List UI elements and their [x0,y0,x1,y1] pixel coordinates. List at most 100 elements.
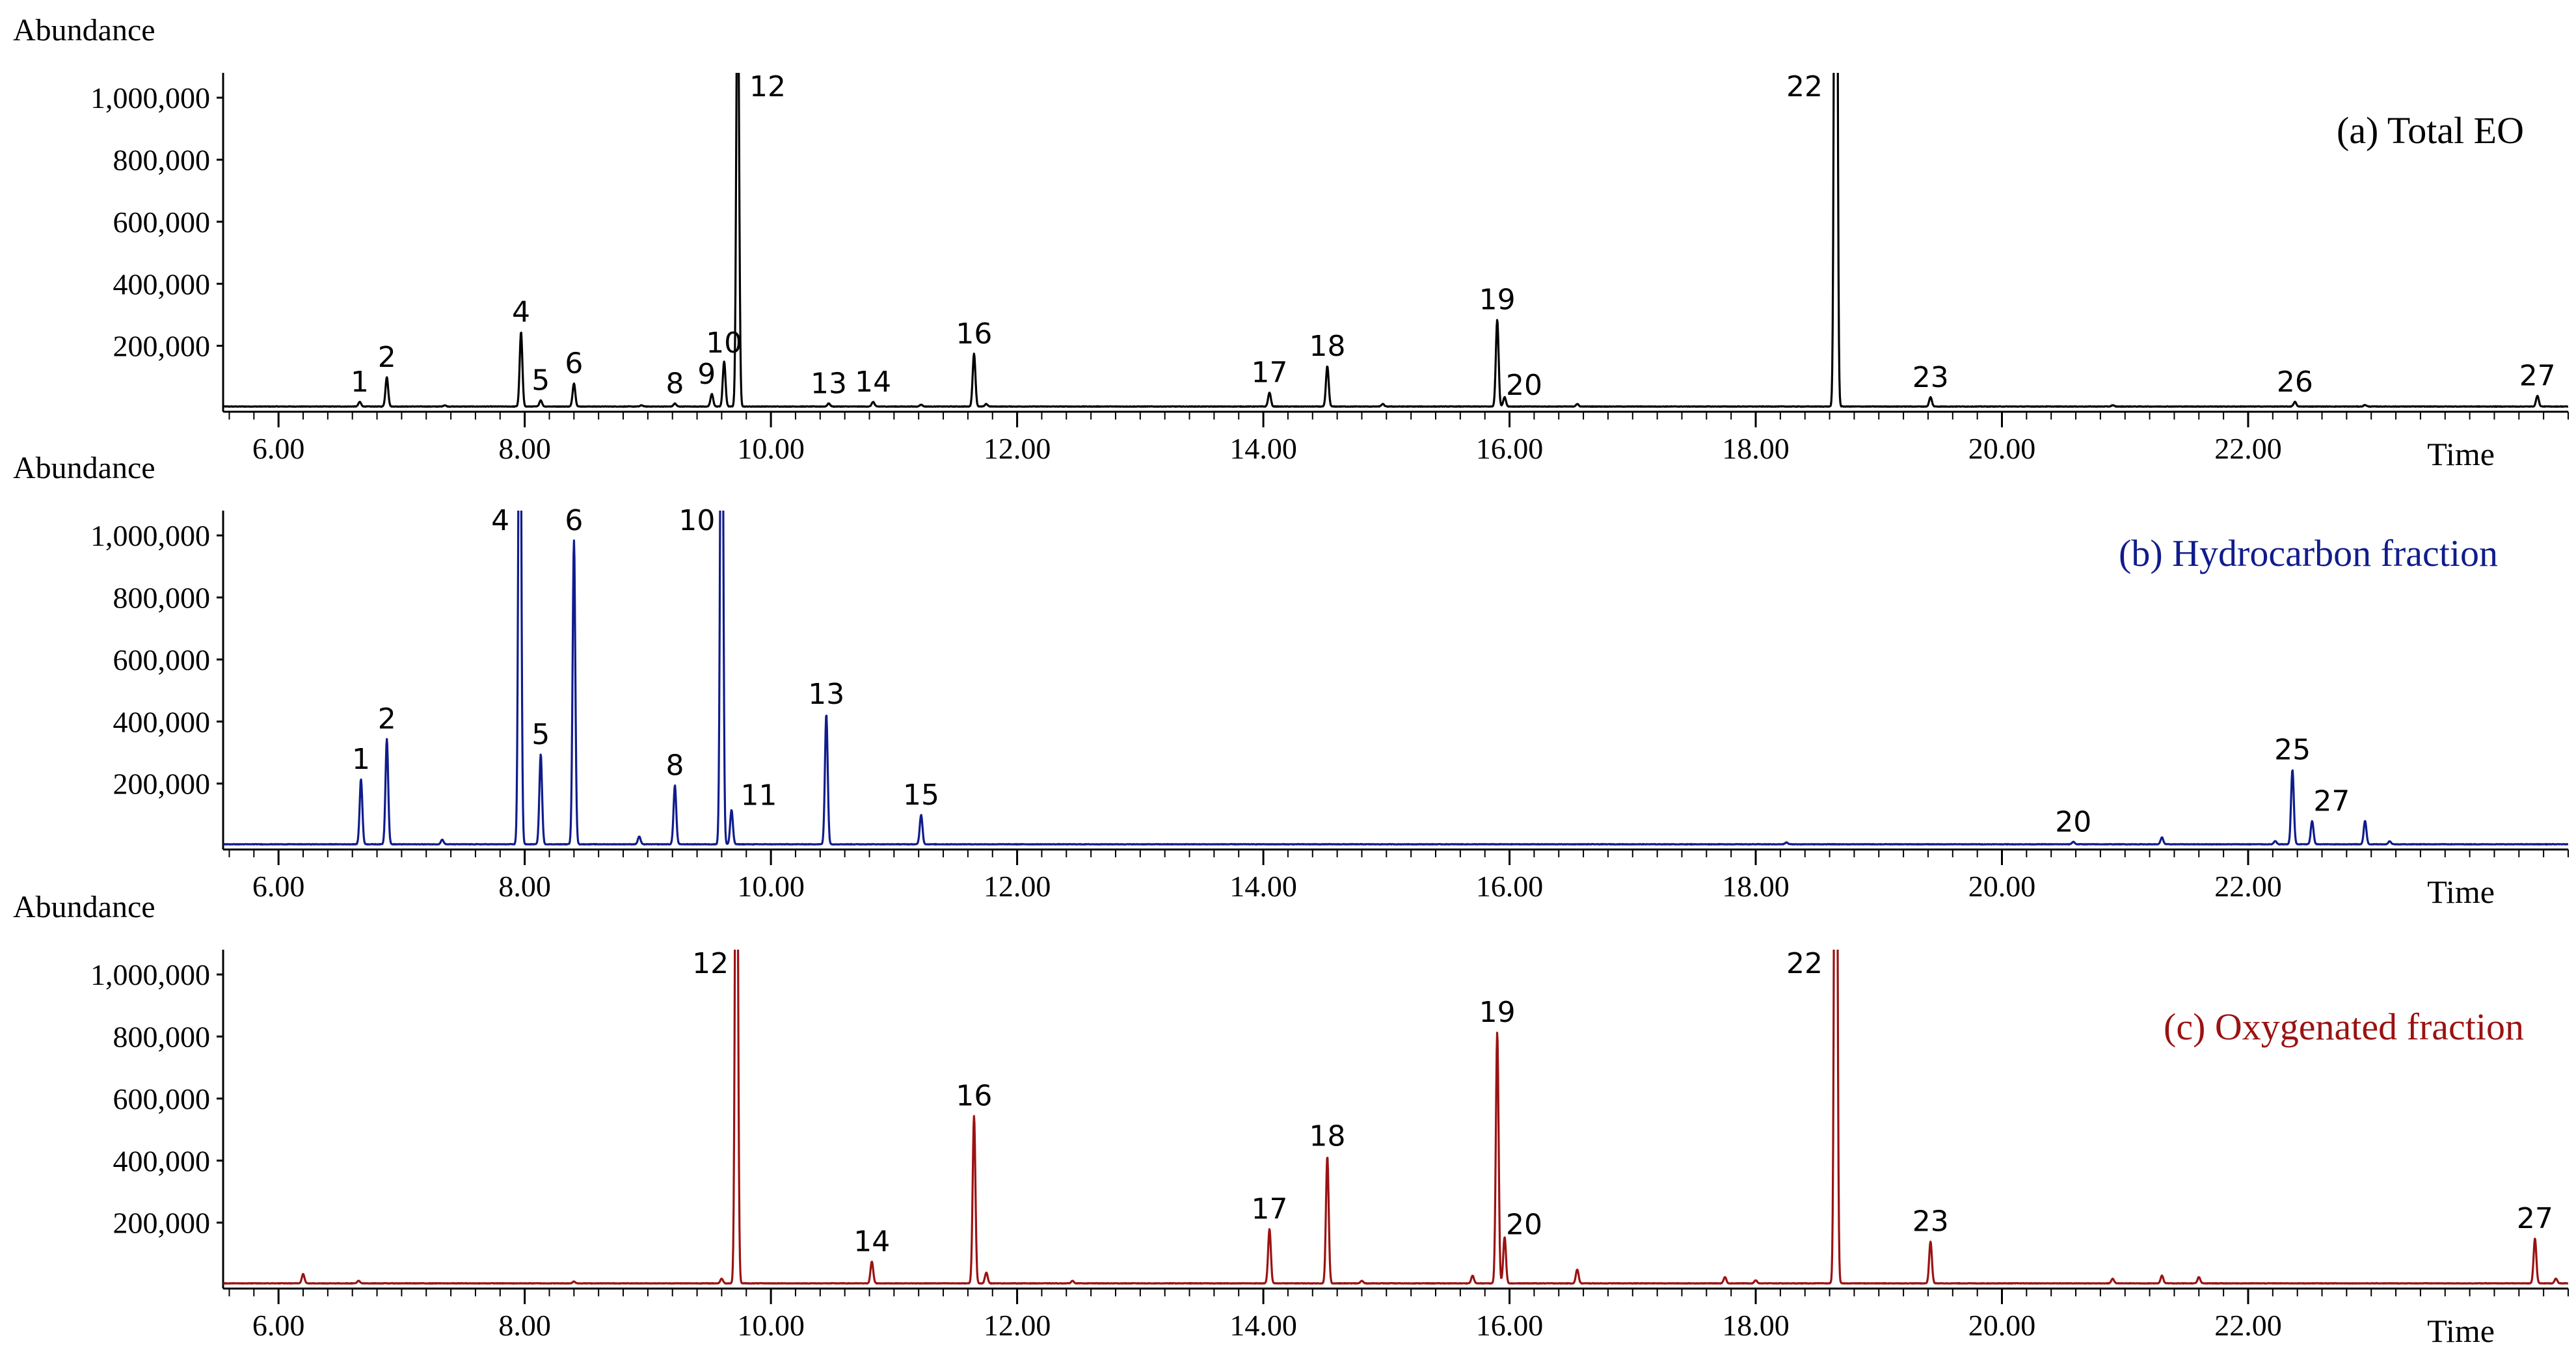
peak-label: 1 [352,743,370,776]
x-tick-label: 12.00 [984,870,1051,903]
x-tick-label: 22.00 [2214,432,2282,465]
y-axis-title: Abundance [13,451,155,485]
y-tick-label: 200,000 [113,768,211,801]
chromatogram-panel-2: 200,000 400,000 600,000 800,000 1,000,000 Abu… [13,451,2569,910]
peak-label: 12 [692,947,729,980]
peak-label: 2 [378,341,396,374]
panel-title: (a) Total EO [2337,109,2524,152]
x-tick-label: 8.00 [498,432,551,465]
x-tick-label: 14.00 [1229,432,1297,465]
x-tick-label: 20.00 [1968,432,2036,465]
peak-label: 11 [741,779,777,812]
x-tick-label: 16.00 [1476,432,1544,465]
x-tick-label: 10.00 [737,870,805,903]
peak-label: 17 [1252,1193,1288,1226]
peak-label: 13 [811,367,847,400]
x-tick-label: 18.00 [1722,432,1790,465]
y-tick-label: 1,000,000 [90,519,210,552]
y-axis-title: Abundance [13,890,155,924]
x-tick-label: 18.00 [1722,870,1790,903]
x-tick-label: 10.00 [737,432,805,465]
peak-label: 25 [2274,734,2311,767]
y-axis-title: Abundance [13,13,155,47]
x-tick-label: 22.00 [2214,870,2282,903]
peak-label: 27 [2517,1202,2553,1235]
peak-label: 16 [956,317,992,351]
chromatogram-panel-1: 200,000 400,000 600,000 800,000 1,000,000 Abu… [13,13,2569,472]
peak-label: 10 [706,327,742,360]
y-tick-label: 200,000 [113,330,211,363]
x-tick-label: 8.00 [498,1309,551,1342]
peak-label: 20 [1506,369,1542,402]
x-tick-label: 20.00 [1968,870,2036,903]
y-tick-label: 200,000 [113,1207,211,1240]
y-tick-label: 1,000,000 [90,958,210,991]
peak-label: 27 [2519,359,2556,392]
y-tick-label: 1,000,000 [90,81,210,114]
chromatogram-trace [223,511,2568,846]
peak-label: 1 [351,366,369,399]
y-tick-label: 400,000 [113,1144,211,1177]
peak-label: 22 [1786,70,1823,103]
peak-label: 2 [378,702,396,736]
y-tick-label: 800,000 [113,1021,211,1054]
peak-label: 4 [512,296,530,329]
x-tick-label: 16.00 [1476,1309,1544,1342]
peak-label: 5 [531,364,550,397]
peak-label: 5 [531,718,550,751]
y-tick-label: 400,000 [113,267,211,301]
x-axis-title: Time [2427,436,2495,472]
peak-label: 8 [666,749,684,782]
chromatogram-trace [223,73,2568,408]
panel-title: (b) Hydrocarbon fraction [2119,532,2498,574]
peak-label: 20 [1506,1209,1542,1242]
peak-label: 6 [565,504,583,537]
peak-label: 19 [1479,284,1516,317]
peak-label: 22 [1786,947,1823,980]
x-tick-label: 20.00 [1968,1309,2036,1342]
chromatogram-panel-3: 200,000 400,000 600,000 800,000 1,000,000 Abu… [13,890,2569,1349]
peak-label: 26 [2277,366,2313,399]
y-tick-label: 600,000 [113,1082,211,1116]
peak-label: 19 [1479,996,1516,1029]
peak-label: 18 [1309,1120,1345,1153]
chromatogram-trace [223,950,2568,1285]
peak-label: 10 [678,504,715,537]
y-tick-label: 600,000 [113,206,211,239]
x-axis-title: Time [2427,1313,2495,1349]
x-tick-label: 6.00 [252,432,305,465]
peak-label: 16 [956,1080,992,1113]
peak-label: 15 [903,779,939,812]
y-tick-label: 400,000 [113,705,211,738]
peak-label: 17 [1252,356,1288,390]
peak-label: 4 [491,504,509,537]
x-tick-label: 22.00 [2214,1309,2282,1342]
x-tick-label: 8.00 [498,870,551,903]
peak-label: 13 [808,678,844,711]
x-tick-label: 12.00 [984,1309,1051,1342]
peak-label: 20 [2055,805,2091,838]
peak-label: 27 [2313,784,2350,818]
peak-label: 23 [1912,361,1949,394]
x-tick-label: 18.00 [1722,1309,1790,1342]
peak-label: 23 [1912,1205,1949,1238]
peak-label: 8 [666,367,684,400]
x-tick-label: 12.00 [984,432,1051,465]
y-tick-label: 600,000 [113,643,211,676]
x-tick-label: 14.00 [1229,870,1297,903]
x-tick-label: 6.00 [252,870,305,903]
x-axis-title: Time [2427,874,2495,910]
panel-title: (c) Oxygenated fraction [2164,1006,2524,1048]
peak-label: 12 [749,70,786,103]
peak-label: 14 [853,1225,890,1259]
x-tick-label: 6.00 [252,1309,305,1342]
y-tick-label: 800,000 [113,582,211,615]
x-tick-label: 10.00 [737,1309,805,1342]
peak-label: 14 [855,366,891,399]
peak-label: 18 [1309,330,1345,363]
x-tick-label: 16.00 [1476,870,1544,903]
y-tick-label: 800,000 [113,144,211,177]
peak-label: 9 [697,358,716,391]
peak-label: 6 [565,347,583,380]
